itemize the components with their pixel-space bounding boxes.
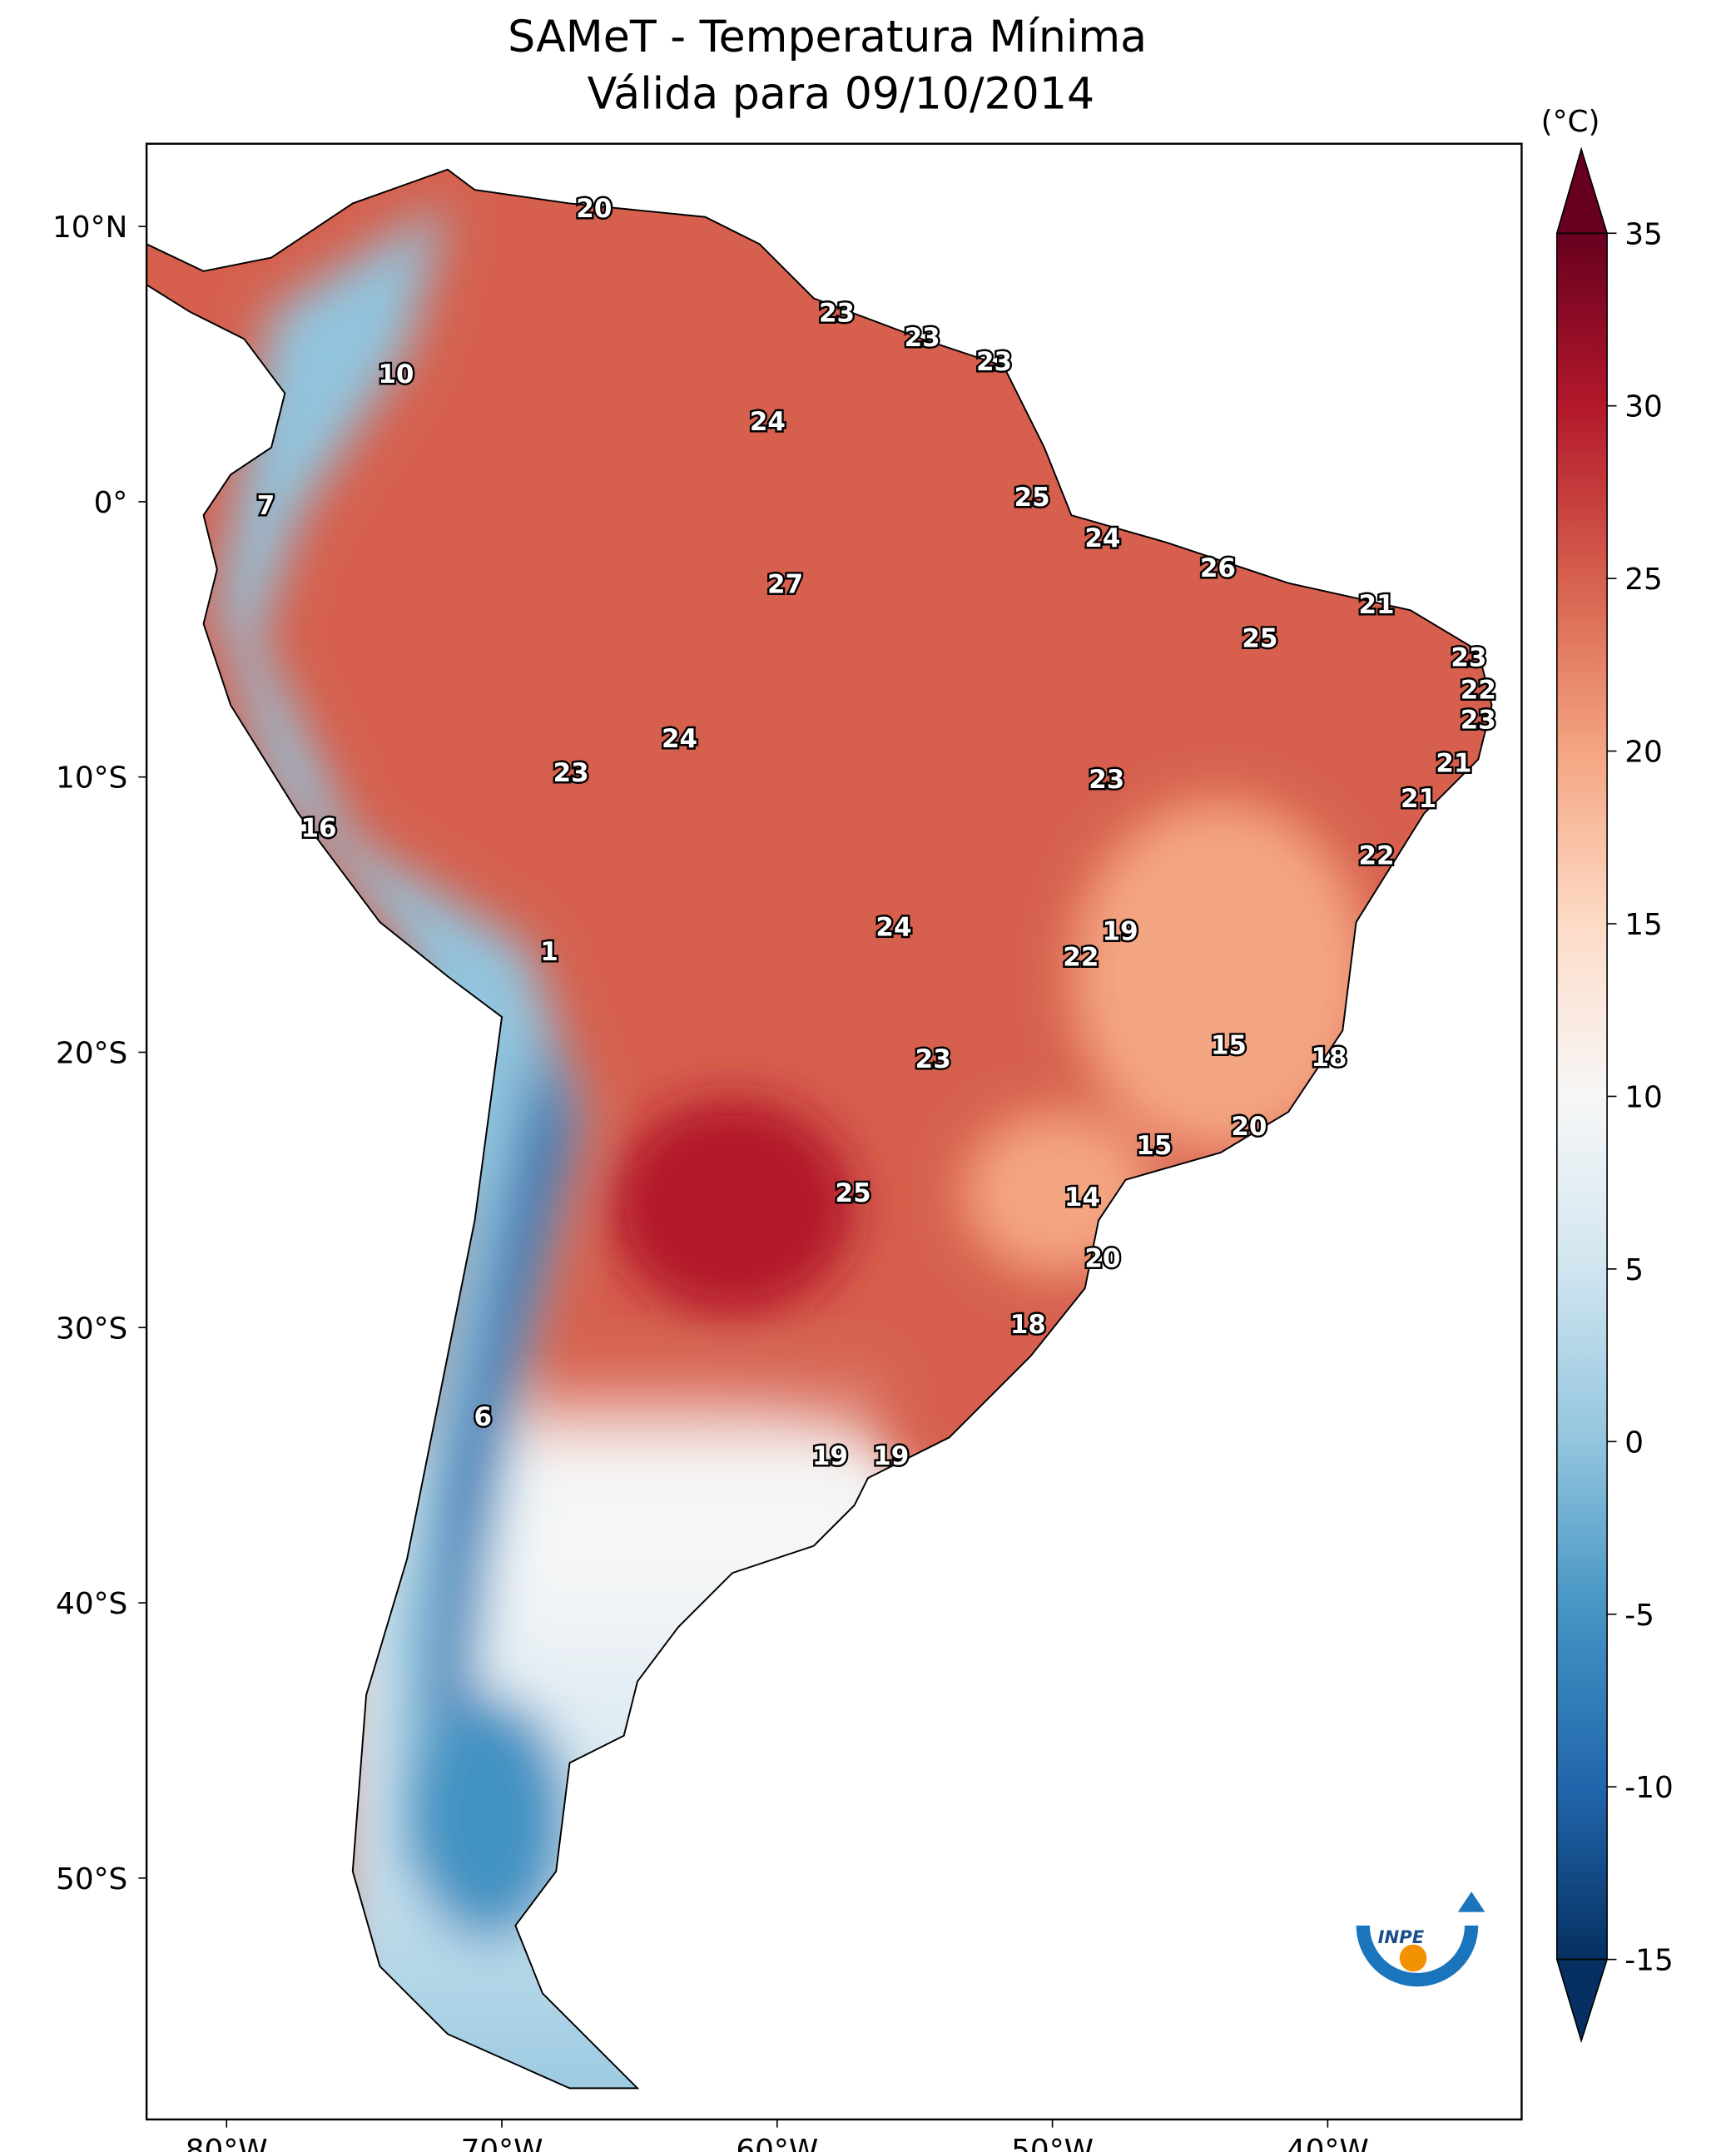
station-label: 25 xyxy=(1242,624,1277,654)
station-label: 7 xyxy=(257,491,275,521)
station-label: 24 xyxy=(1084,523,1120,553)
station-label: 21 xyxy=(1436,749,1471,779)
colorbar-tick-label: 20 xyxy=(1624,736,1663,770)
station-label: 25 xyxy=(1014,483,1050,513)
colorbar xyxy=(1555,232,1608,1961)
station-label: 23 xyxy=(553,758,589,788)
station-label: 15 xyxy=(1211,1030,1247,1060)
station-label: 20 xyxy=(1231,1112,1267,1142)
title: SAMeT - Temperatura Mínima xyxy=(508,12,1147,62)
station-label: 6 xyxy=(474,1402,492,1432)
station-label: 1 xyxy=(540,937,558,967)
station-label: 23 xyxy=(819,299,855,329)
station-label: 23 xyxy=(1089,765,1124,795)
station-label: 23 xyxy=(976,347,1012,377)
station-label: 10 xyxy=(378,359,414,389)
y-tick-label: 0° xyxy=(94,486,128,520)
station-label: 19 xyxy=(812,1441,848,1471)
y-tick-label: 10°N xyxy=(52,211,127,245)
station-label: 18 xyxy=(1010,1310,1046,1340)
station-label: 19 xyxy=(1103,917,1138,947)
y-tick-label: 20°S xyxy=(56,1037,127,1071)
y-tick-label: 40°S xyxy=(56,1587,127,1621)
station-label: 22 xyxy=(1063,943,1099,973)
station-label: 19 xyxy=(873,1441,909,1471)
station-label: 14 xyxy=(1064,1183,1100,1212)
inpe-logo: INPE xyxy=(1356,1892,1486,1987)
colorbar-tick-label: 10 xyxy=(1624,1080,1663,1114)
colorbar-extend-min xyxy=(1555,1958,1609,2044)
colorbar-extend-max xyxy=(1555,146,1609,235)
colorbar-tick-label: 35 xyxy=(1624,217,1663,251)
colorbar-tick-label: 30 xyxy=(1624,390,1663,424)
x-tick-label: 80°W xyxy=(186,2134,268,2152)
station-label: 18 xyxy=(1311,1043,1347,1073)
station-label: 20 xyxy=(576,194,612,224)
colorbar-unit: (°C) xyxy=(1541,105,1600,139)
x-tick-label: 70°W xyxy=(461,2134,543,2152)
colorbar-tick-label: -15 xyxy=(1624,1944,1674,1978)
station-label: 20 xyxy=(1084,1243,1120,1273)
map-frame xyxy=(145,142,1523,2121)
station-label: 23 xyxy=(1451,642,1486,672)
station-label: 24 xyxy=(662,724,697,754)
x-tick-label: 40°W xyxy=(1287,2134,1369,2152)
station-label: 21 xyxy=(1359,590,1395,620)
station-label: 21 xyxy=(1401,784,1436,814)
x-tick-label: 60°W xyxy=(736,2134,818,2152)
y-tick-label: 50°S xyxy=(56,1862,127,1897)
station-label: 24 xyxy=(875,913,911,943)
colorbar-tick-label: 15 xyxy=(1624,908,1663,942)
colorbar-tick-label: -10 xyxy=(1624,1771,1674,1805)
temperature-field xyxy=(146,169,1492,2089)
y-tick-label: 10°S xyxy=(56,761,127,796)
station-label: 15 xyxy=(1136,1131,1172,1161)
colorbar-tick-label: 25 xyxy=(1624,563,1663,597)
station-label: 23 xyxy=(1461,705,1496,735)
station-label: 23 xyxy=(905,323,940,353)
station-label: 22 xyxy=(1359,840,1395,870)
station-label: 27 xyxy=(767,569,803,599)
colorbar-tick-label: 0 xyxy=(1624,1426,1644,1460)
logo-text: INPE xyxy=(1378,1926,1425,1947)
station-label: 25 xyxy=(836,1178,871,1208)
station-label: 23 xyxy=(915,1044,951,1074)
x-tick-label: 50°W xyxy=(1011,2134,1094,2152)
station-label: 26 xyxy=(1200,553,1236,583)
station-label: 24 xyxy=(750,407,786,437)
station-label: 22 xyxy=(1461,676,1496,706)
y-tick-label: 30°S xyxy=(56,1312,127,1346)
colorbar-tick-label: -5 xyxy=(1624,1599,1654,1633)
colorbar-tick-label: 5 xyxy=(1624,1253,1644,1287)
subtitle: Válida para 09/10/2014 xyxy=(588,69,1095,119)
station-label: 16 xyxy=(301,814,337,844)
